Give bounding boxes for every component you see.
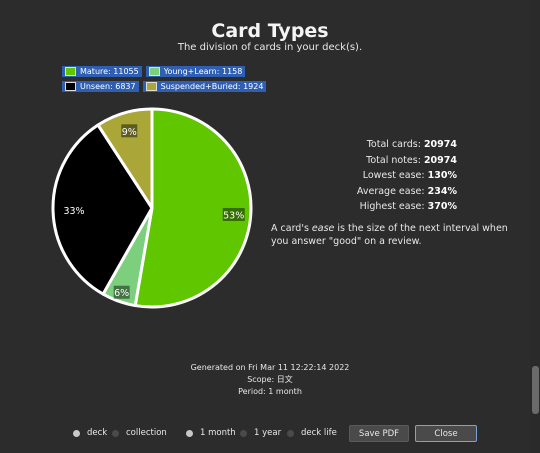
close-button[interactable]: Close bbox=[415, 425, 477, 442]
legend-swatch-suspended-buried bbox=[145, 82, 157, 91]
svg-text:9%: 9% bbox=[122, 127, 137, 138]
page-subtitle: The division of cards in your deck(s). bbox=[177, 42, 363, 53]
svg-text:53%: 53% bbox=[223, 210, 244, 221]
radio-deck[interactable]: deck bbox=[73, 428, 107, 438]
stat-highest-ease: Highest ease: 370% bbox=[359, 201, 457, 213]
generated-period: Period: 1 month bbox=[238, 387, 302, 396]
legend-label-mature: Mature: 11055 bbox=[80, 67, 139, 76]
svg-text:33%: 33% bbox=[63, 206, 84, 217]
legend-item-young-learn: Young+Learn: 1158 bbox=[145, 66, 246, 77]
ease-note: A card's ease is the size of the next in… bbox=[271, 223, 508, 247]
radio-collection[interactable]: collection bbox=[112, 428, 167, 438]
svg-text:6%: 6% bbox=[114, 288, 129, 299]
legend-item-suspended-buried: Suspended+Buried: 1924 bbox=[142, 81, 267, 92]
pie-label-mature: 53% bbox=[222, 207, 245, 221]
legend-label-suspended-buried: Suspended+Buried: 1924 bbox=[160, 82, 264, 91]
legend-swatch-unseen bbox=[65, 82, 76, 91]
footer-controls: deck collection 1 month 1 year deck life… bbox=[0, 425, 540, 445]
scrollbar-thumb[interactable] bbox=[532, 366, 539, 414]
pie-slice-suspended-buried bbox=[96, 107, 154, 210]
radio-1-month[interactable]: 1 month bbox=[186, 428, 236, 438]
stat-average-ease: Average ease: 234% bbox=[356, 185, 457, 197]
stat-lowest-ease: Lowest ease: 130% bbox=[362, 170, 457, 182]
legend-swatch-young-learn bbox=[148, 67, 160, 76]
page-title: Card Types bbox=[211, 20, 329, 42]
scrollbar-track[interactable] bbox=[530, 0, 540, 453]
stats-panel: Total cards: 20974 Total notes: 20974 Lo… bbox=[300, 137, 457, 215]
legend-item-mature: Mature: 11055 bbox=[62, 66, 142, 77]
legend-label-unseen: Unseen: 6837 bbox=[80, 82, 136, 91]
radio-dot-deck[interactable] bbox=[73, 429, 80, 437]
legend-swatch-mature bbox=[65, 67, 76, 76]
save-pdf-button[interactable]: Save PDF bbox=[349, 425, 409, 442]
pie-label-unseen: 33% bbox=[63, 206, 84, 217]
pie-label-young-learn: 6% bbox=[113, 285, 130, 299]
radio-dot-1-month[interactable] bbox=[186, 429, 193, 437]
pie-label-suspended-buried: 9% bbox=[121, 124, 138, 138]
chart-legend: Mature: 11055 Young+Learn: 1158 Unseen: … bbox=[62, 66, 267, 96]
generated-date: Generated on Fri Mar 11 12:22:14 2022 bbox=[190, 363, 350, 372]
radio-dot-collection[interactable] bbox=[112, 429, 119, 437]
legend-item-unseen: Unseen: 6837 bbox=[62, 81, 139, 92]
generated-info: Generated on Fri Mar 11 12:22:14 2022 Sc… bbox=[0, 362, 540, 398]
radio-dot-deck-life[interactable] bbox=[287, 429, 294, 437]
stat-total-notes: Total notes: 20974 bbox=[366, 154, 457, 166]
stat-total-cards: Total cards: 20974 bbox=[366, 139, 457, 150]
radio-dot-1-year[interactable] bbox=[240, 429, 247, 437]
generated-scope: Scope: 日文 bbox=[247, 375, 293, 384]
pie-slice-mature bbox=[133, 107, 253, 309]
legend-label-young-learn: Young+Learn: 1158 bbox=[163, 67, 243, 76]
radio-deck-life[interactable]: deck life bbox=[287, 428, 337, 438]
pie-slice-unseen bbox=[51, 123, 154, 296]
radio-1-year[interactable]: 1 year bbox=[240, 428, 281, 438]
